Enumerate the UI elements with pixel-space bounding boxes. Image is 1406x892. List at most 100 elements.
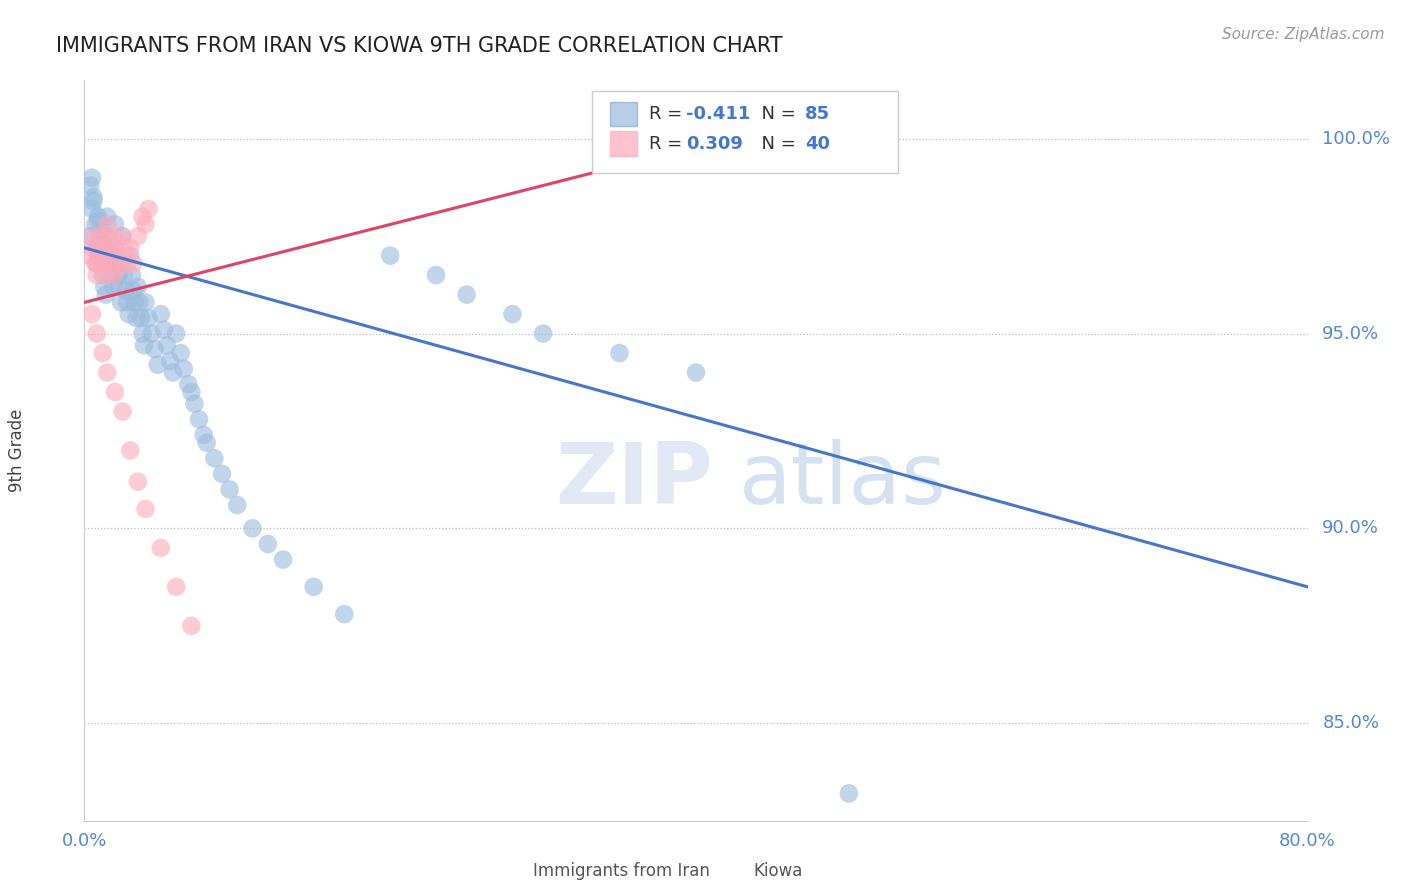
Text: Source: ZipAtlas.com: Source: ZipAtlas.com (1222, 27, 1385, 42)
Point (143, 342, 166, 356)
Text: N =: N = (749, 135, 801, 153)
Point (156, 338, 179, 352)
Text: 0.0%: 0.0% (62, 832, 107, 850)
Point (84, 218, 107, 232)
Point (104, 218, 127, 232)
Point (94, 268, 117, 282)
Point (128, 295, 150, 310)
Text: 40: 40 (804, 135, 830, 153)
Point (202, 451, 225, 466)
Point (86, 268, 108, 282)
Point (502, 307, 524, 321)
Text: 85: 85 (804, 105, 830, 123)
Point (98, 244, 121, 259)
Point (257, 537, 280, 551)
Point (115, 295, 138, 310)
Point (83, 241, 105, 255)
Point (132, 338, 155, 352)
Point (104, 241, 127, 255)
Point (96, 366, 118, 380)
FancyBboxPatch shape (592, 91, 898, 173)
Point (129, 310, 152, 325)
Point (80, 202, 103, 216)
Point (218, 483, 240, 497)
Point (180, 619, 202, 633)
Point (193, 428, 215, 442)
Point (115, 256, 138, 270)
Point (105, 256, 128, 270)
Text: atlas: atlas (738, 439, 946, 522)
Text: 85.0%: 85.0% (1322, 714, 1379, 732)
Text: 100.0%: 100.0% (1322, 129, 1391, 148)
Text: R =: R = (650, 135, 689, 153)
Point (83, 190, 105, 204)
Point (531, 326, 554, 341)
Point (165, 326, 187, 341)
Point (87, 210, 110, 224)
Point (165, 580, 187, 594)
Point (89, 256, 111, 270)
Point (94, 287, 117, 301)
Point (271, 552, 294, 566)
Point (242, 521, 264, 535)
Point (90, 225, 112, 239)
Point (87, 213, 110, 227)
Point (183, 397, 205, 411)
Point (98, 268, 121, 282)
Point (96, 210, 118, 224)
Point (84, 256, 107, 270)
Point (609, 346, 631, 360)
Point (96, 218, 118, 232)
Point (226, 498, 249, 512)
Point (80, 170, 103, 185)
Point (118, 307, 141, 321)
Point (122, 284, 145, 298)
Point (177, 377, 200, 392)
Point (111, 256, 134, 270)
Point (103, 268, 125, 282)
Point (121, 268, 143, 282)
Point (104, 233, 127, 247)
Point (131, 210, 153, 224)
Point (120, 443, 142, 458)
Text: 80.0%: 80.0% (1279, 832, 1336, 850)
Point (120, 241, 142, 255)
Point (96, 229, 118, 244)
Point (101, 249, 124, 263)
Text: Kiowa: Kiowa (754, 862, 803, 880)
Point (838, 786, 860, 800)
Point (135, 502, 157, 516)
Point (79, 178, 101, 193)
Point (91, 241, 114, 255)
Point (86, 256, 108, 270)
Point (90, 229, 112, 244)
Point (101, 256, 124, 270)
Point (425, 268, 447, 282)
Point (456, 287, 478, 301)
Point (162, 366, 184, 380)
Point (180, 384, 202, 399)
Point (127, 475, 149, 489)
Point (112, 241, 135, 255)
Point (96, 241, 118, 255)
Text: N =: N = (749, 105, 801, 123)
Point (380, 249, 402, 263)
Point (138, 310, 160, 325)
Point (80, 229, 103, 244)
Point (125, 310, 148, 325)
Point (104, 384, 127, 399)
FancyBboxPatch shape (494, 862, 522, 884)
Text: -0.411: -0.411 (686, 105, 751, 123)
Point (105, 249, 128, 263)
Point (91, 268, 114, 282)
Point (108, 280, 131, 294)
Point (91, 256, 114, 270)
Point (141, 326, 163, 341)
Text: 90.0%: 90.0% (1322, 519, 1379, 537)
Point (195, 435, 218, 450)
Point (110, 229, 132, 244)
Point (91, 346, 114, 360)
Point (80, 307, 103, 321)
Point (120, 249, 142, 263)
Point (173, 361, 195, 376)
